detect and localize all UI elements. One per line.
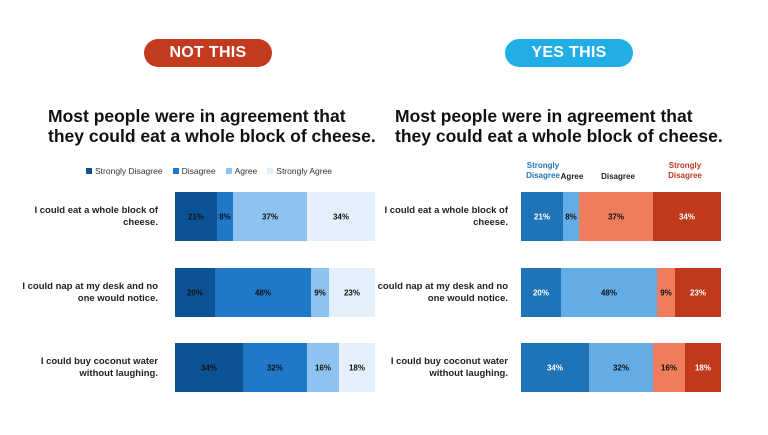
legend-label: Strongly Agree — [276, 166, 333, 176]
bar-segment-right-r3-s4 — [685, 343, 721, 392]
bar-segment-left-r3-s4 — [339, 343, 375, 392]
bar-segment-left-r2-s1 — [175, 268, 215, 317]
bar-value-label: 20% — [533, 289, 549, 298]
bar-segment-left-r2-s4 — [329, 268, 375, 317]
bar-segment-left-r1-s2 — [217, 192, 233, 241]
bar-segment-right-r2-s3 — [657, 268, 675, 317]
bar-value-label: 21% — [188, 213, 204, 222]
bar-value-label: 16% — [661, 364, 677, 373]
bar-value-label: 9% — [660, 289, 672, 298]
bar-value-label: 18% — [695, 364, 711, 373]
legend-item-disagree: Disagree — [172, 166, 216, 176]
bar-value-label: 37% — [262, 213, 278, 222]
bar-segment-right-r3-s1 — [521, 343, 589, 392]
bar-value-label: 23% — [344, 289, 360, 298]
left-legend: Strongly Disagree Disagree Agree Strongl… — [86, 165, 342, 177]
bar-value-label: 16% — [315, 364, 331, 373]
right-chart: 21% 8% 37% 34% 20% 48% 9% 23% 34% 32% 16% 18% — [521, 192, 721, 392]
bar-segment-left-r3-s1 — [175, 343, 243, 392]
bar-segment-right-r2-s1 — [521, 268, 561, 317]
direct-label-strongly-disagree-red: Strongly Disagree — [668, 161, 702, 180]
right-row-label-2: I could nap at my desk and no one would … — [372, 281, 508, 304]
right-chart-title: Most people were in agreement that they … — [395, 106, 723, 146]
direct-label-strongly-disagree-blue: Strongly Disagree — [526, 161, 560, 180]
bar-value-label: 20% — [187, 289, 203, 298]
bar-segment-right-r1-s2 — [563, 192, 579, 241]
bar-value-label: 32% — [267, 364, 283, 373]
legend-swatch — [267, 168, 274, 174]
legend-item-strongly-agree: Strongly Agree — [267, 166, 332, 176]
bar-value-label: 18% — [349, 364, 365, 373]
legend-label: Agree — [234, 166, 258, 176]
bar-value-label: 34% — [547, 364, 563, 373]
bar-value-label: 32% — [613, 364, 629, 373]
direct-label-disagree: Disagree — [601, 172, 635, 181]
bar-segment-left-r2-s3 — [311, 268, 329, 317]
bar-value-label: 23% — [690, 289, 706, 298]
yes-this-pill: YES THIS — [505, 39, 633, 67]
bar-value-label: 48% — [255, 289, 271, 298]
bar-segment-right-r3-s2 — [589, 343, 653, 392]
legend-item-strongly-disagree: Strongly Disagree — [86, 166, 163, 176]
bar-value-label: 48% — [601, 289, 617, 298]
bar-segment-right-r1-s1 — [521, 192, 563, 241]
bar-value-label: 21% — [534, 213, 550, 222]
direct-label-agree: Agree — [560, 172, 584, 181]
left-row-label-3: I could buy coconut water without laughi… — [40, 356, 158, 379]
left-row-label-1: I could eat a whole block of cheese. — [34, 205, 158, 228]
bar-value-label: 37% — [608, 213, 624, 222]
left-chart: 21% 8% 37% 34% 20% 48% 9% 23% 34% 32% 16% 18% — [175, 192, 375, 392]
bar-segment-left-r3-s3 — [307, 343, 339, 392]
bar-value-label: 34% — [679, 213, 695, 222]
bar-segment-right-r3-s3 — [653, 343, 685, 392]
bar-value-label: 34% — [333, 213, 349, 222]
left-row-label-2: I could nap at my desk and no one would … — [22, 281, 158, 304]
bar-segment-right-r2-s2 — [561, 268, 657, 317]
bar-segment-left-r3-s2 — [243, 343, 307, 392]
bar-value-label: 9% — [314, 289, 326, 298]
bar-segment-left-r1-s3 — [233, 192, 307, 241]
bar-value-label: 8% — [565, 213, 577, 222]
bar-segment-left-r1-s4 — [307, 192, 375, 241]
bar-segment-left-r2-s2 — [215, 268, 311, 317]
legend-item-agree: Agree — [225, 166, 258, 176]
left-chart-title: Most people were in agreement that they … — [48, 106, 376, 146]
legend-swatch — [86, 168, 92, 174]
legend-swatch — [225, 168, 232, 174]
legend-label: Strongly Disagree — [95, 166, 163, 176]
bar-value-label: 34% — [201, 364, 217, 373]
bar-value-label: 8% — [219, 213, 231, 222]
right-row-label-3: I could buy coconut water without laughi… — [390, 356, 508, 379]
bar-segment-right-r1-s4 — [653, 192, 721, 241]
right-row-label-1: I could eat a whole block of cheese. — [384, 205, 508, 228]
legend-label: Disagree — [181, 166, 216, 176]
legend-swatch — [172, 168, 179, 174]
bar-segment-right-r1-s3 — [579, 192, 653, 241]
not-this-pill: NOT THIS — [144, 39, 272, 67]
bar-segment-left-r1-s1 — [175, 192, 217, 241]
bar-segment-right-r2-s4 — [675, 268, 721, 317]
